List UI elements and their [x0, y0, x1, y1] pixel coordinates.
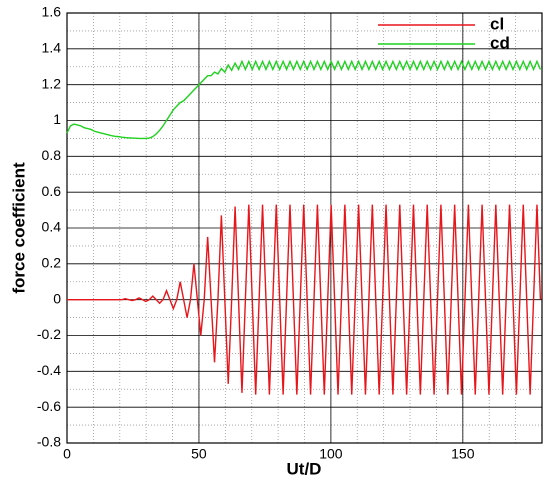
y-tick-label: -0.4 — [37, 362, 61, 378]
legend-label: cl — [490, 14, 504, 33]
y-tick-label: 0.6 — [42, 183, 62, 199]
x-tick-label: 150 — [451, 446, 475, 462]
y-tick-label: 1 — [53, 111, 61, 127]
y-tick-label: 0 — [53, 290, 61, 306]
plot-frame — [66, 12, 543, 444]
y-tick-label: -0.8 — [37, 434, 61, 450]
y-tick-label: -0.2 — [37, 326, 61, 342]
y-tick-label: 0.4 — [42, 219, 62, 235]
y-tick-label: 1.2 — [42, 75, 62, 91]
line-series — [67, 204, 542, 395]
y-tick-label: 0.8 — [42, 147, 62, 163]
y-tick-label: 1.4 — [42, 40, 62, 56]
legend-label: cd — [490, 33, 510, 52]
line-series — [66, 59, 542, 140]
x-tick-label: 100 — [319, 446, 343, 462]
y-tick-label: 0.2 — [42, 255, 62, 271]
x-tick-label: 0 — [63, 446, 71, 462]
y-axis-label: force coefficient — [9, 162, 28, 294]
x-tick-label: 50 — [191, 446, 207, 462]
y-tick-label: -0.6 — [37, 398, 61, 414]
x-axis-label: Ut/D — [287, 459, 322, 478]
y-tick-label: 1.6 — [42, 4, 62, 20]
